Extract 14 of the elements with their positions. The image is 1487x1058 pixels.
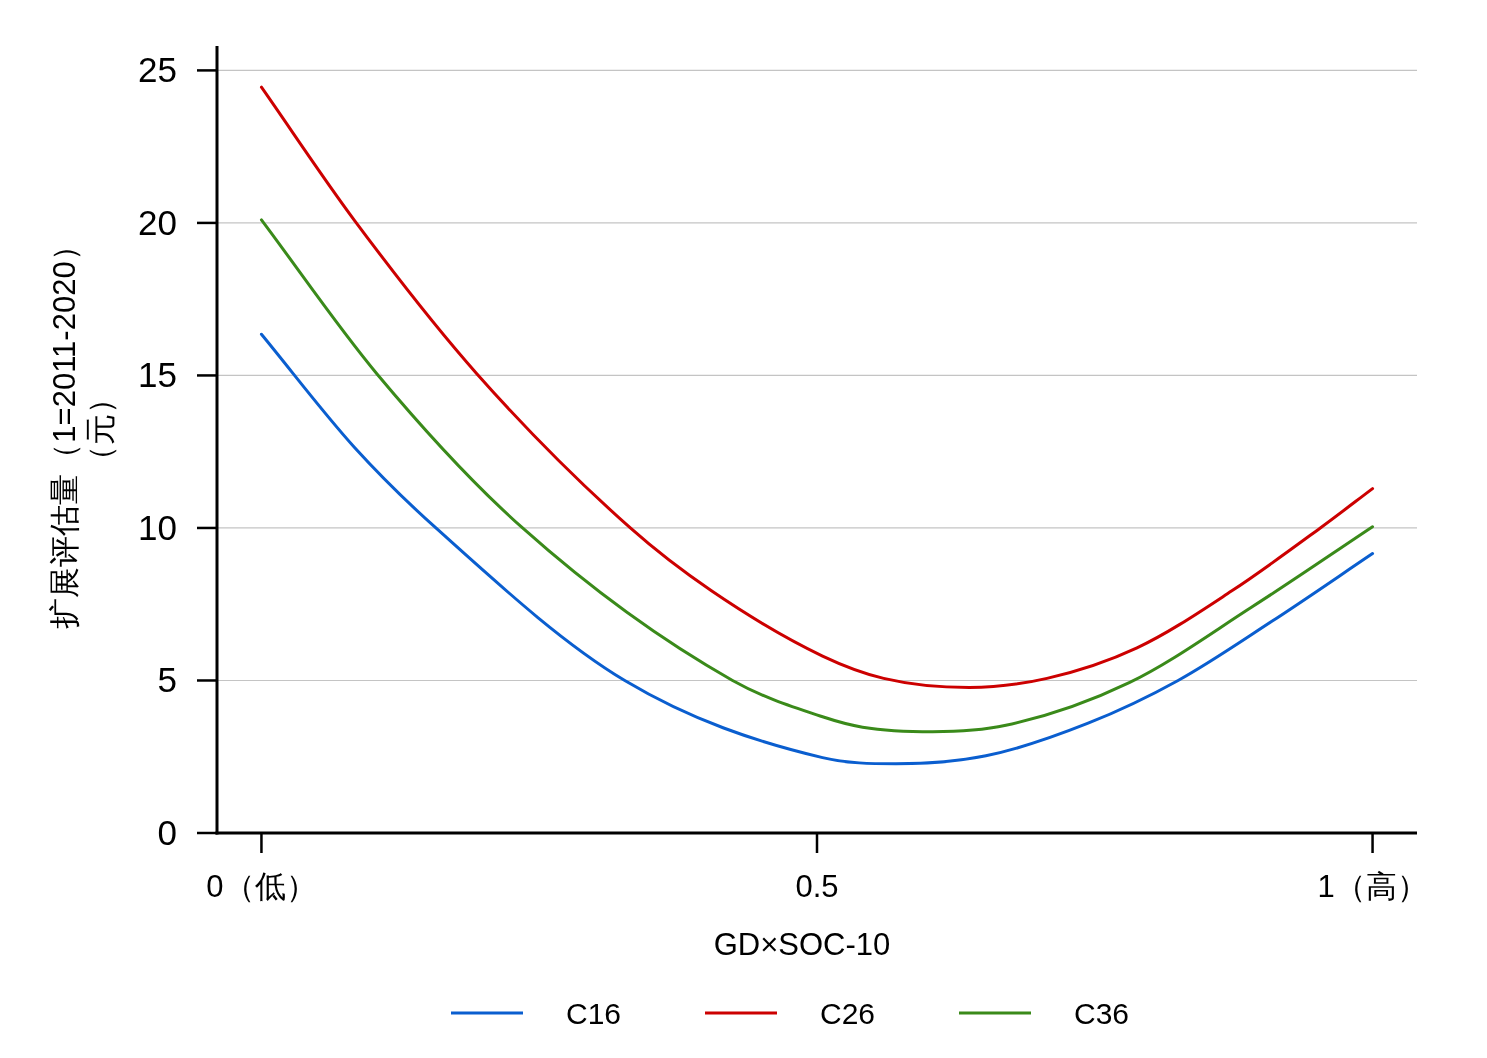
y-tick-label: 5 [157, 660, 177, 700]
y-tick-label: 10 [138, 507, 177, 547]
y-tick-label: 15 [138, 355, 177, 395]
x-tick-label: 0.5 [795, 869, 839, 904]
x-tick-label: 1（高） [1317, 869, 1428, 904]
y-tick-label: 0 [157, 813, 177, 852]
legend-label: C36 [1074, 997, 1130, 1030]
legend-label: C26 [820, 997, 876, 1030]
y-tick-label: 20 [138, 202, 177, 242]
legend-label: C16 [566, 997, 622, 1030]
x-tick-label: 0（低） [206, 869, 317, 904]
y-tick-label: 25 [138, 50, 177, 90]
x-axis-title: GD×SOC-10 [713, 927, 891, 962]
y-axis-title: 扩展评估量（1=2011-2020）（元） [47, 230, 118, 629]
